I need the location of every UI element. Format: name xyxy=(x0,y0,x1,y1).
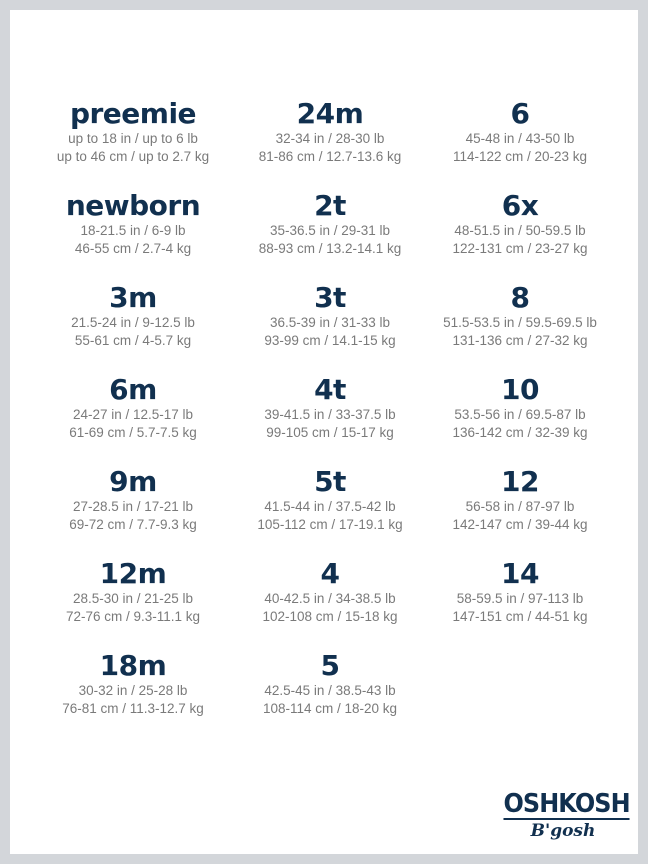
imperial-measurements: 35-36.5 in / 29-31 lb xyxy=(269,223,391,238)
imperial-measurements: 41.5-44 in / 37.5-42 lb xyxy=(264,499,396,514)
size-entry-6x: 6x 48-51.5 in / 50-59.5 lb 122-131 cm / 23… xyxy=(420,190,620,258)
size-entry-newborn: newborn 18-21.5 in / 6-9 lb 46-55 cm / 2.7… xyxy=(33,190,233,258)
metric-measurements: 93-99 cm / 14.1-15 kg xyxy=(264,333,396,348)
imperial-measurements: 24-27 in / 12.5-17 lb xyxy=(72,407,194,422)
imperial-measurements: 45-48 in / 43-50 lb xyxy=(465,131,575,146)
metric-measurements: 102-108 cm / 15-18 kg xyxy=(262,609,398,624)
imperial-measurements: 39-41.5 in / 33-37.5 lb xyxy=(264,407,396,422)
logo-wordmark: OSHKOSH xyxy=(503,789,631,820)
metric-measurements: 122-131 cm / 23-27 kg xyxy=(452,241,588,256)
imperial-measurements: 48-51.5 in / 50-59.5 lb xyxy=(454,223,586,238)
size-entry-12: 12 56-58 in / 87-97 lb 142-147 cm / 39-44 … xyxy=(420,466,620,534)
size-label: 5t xyxy=(314,465,346,498)
metric-measurements: up to 46 cm / up to 2.7 kg xyxy=(56,149,210,164)
imperial-measurements: 28.5-30 in / 21-25 lb xyxy=(72,591,194,606)
imperial-measurements: 53.5-56 in / 69.5-87 lb xyxy=(454,407,586,422)
size-entry-8: 8 51.5-53.5 in / 59.5-69.5 lb 131-136 cm /… xyxy=(420,282,620,350)
size-entry-10: 10 53.5-56 in / 69.5-87 lb 136-142 cm / 32… xyxy=(420,374,620,442)
imperial-measurements: 40-42.5 in / 34-38.5 lb xyxy=(264,591,396,606)
size-label: 6x xyxy=(501,189,539,222)
imperial-measurements: 42.5-45 in / 38.5-43 lb xyxy=(264,683,396,698)
size-label: 4t xyxy=(314,373,346,406)
size-label: 6m xyxy=(109,373,157,406)
metric-measurements: 55-61 cm / 4-5.7 kg xyxy=(74,333,192,348)
metric-measurements: 131-136 cm / 27-32 kg xyxy=(452,333,588,348)
imperial-measurements: 51.5-53.5 in / 59.5-69.5 lb xyxy=(443,315,597,330)
size-chart: OSHKOSH B'gosh preemie up to 18 in / up t… xyxy=(10,10,638,854)
imperial-measurements: 36.5-39 in / 31-33 lb xyxy=(269,315,391,330)
size-entry-12m: 12m 28.5-30 in / 21-25 lb 72-76 cm / 9.3-1… xyxy=(33,558,233,626)
imperial-measurements: 56-58 in / 87-97 lb xyxy=(465,499,575,514)
size-label: preemie xyxy=(69,97,197,130)
imperial-measurements: 32-34 in / 28-30 lb xyxy=(275,131,385,146)
metric-measurements: 61-69 cm / 5.7-7.5 kg xyxy=(69,425,197,440)
size-entry-6: 6 45-48 in / 43-50 lb 114-122 cm / 20-23 k… xyxy=(420,98,620,166)
size-entry-3t: 3t 36.5-39 in / 31-33 lb 93-99 cm / 14.1-1… xyxy=(230,282,430,350)
size-label: 12m xyxy=(99,557,167,590)
size-label: 3m xyxy=(109,281,157,314)
size-entry-5: 5 42.5-45 in / 38.5-43 lb 108-114 cm / 18-… xyxy=(230,650,430,718)
size-entry-4t: 4t 39-41.5 in / 33-37.5 lb 99-105 cm / 15-… xyxy=(230,374,430,442)
size-label: newborn xyxy=(65,189,201,222)
metric-measurements: 114-122 cm / 20-23 kg xyxy=(452,149,588,164)
metric-measurements: 108-114 cm / 18-20 kg xyxy=(262,701,398,716)
size-label: 2t xyxy=(314,189,346,222)
metric-measurements: 69-72 cm / 7.7-9.3 kg xyxy=(69,517,197,532)
size-label: 10 xyxy=(501,373,539,406)
logo-subtitle: B'gosh xyxy=(530,821,596,841)
metric-measurements: 76-81 cm / 11.3-12.7 kg xyxy=(62,701,204,716)
metric-measurements: 72-76 cm / 9.3-11.1 kg xyxy=(65,609,201,624)
imperial-measurements: 18-21.5 in / 6-9 lb xyxy=(80,223,186,238)
size-label: 9m xyxy=(109,465,157,498)
metric-measurements: 147-151 cm / 44-51 kg xyxy=(452,609,588,624)
size-entry-6m: 6m 24-27 in / 12.5-17 lb 61-69 cm / 5.7-7.… xyxy=(33,374,233,442)
oshkosh-logo: OSHKOSH B'gosh xyxy=(498,789,631,842)
size-entry-preemie: preemie up to 18 in / up to 6 lb up to 46 … xyxy=(33,98,233,166)
metric-measurements: 142-147 cm / 39-44 kg xyxy=(452,517,588,532)
imperial-measurements: 21.5-24 in / 9-12.5 lb xyxy=(71,315,195,330)
imperial-measurements: 30-32 in / 25-28 lb xyxy=(78,683,188,698)
size-label: 24m xyxy=(296,97,364,130)
imperial-measurements: up to 18 in / up to 6 lb xyxy=(68,131,198,146)
size-entry-4: 4 40-42.5 in / 34-38.5 lb 102-108 cm / 15-… xyxy=(230,558,430,626)
size-entry-2t: 2t 35-36.5 in / 29-31 lb 88-93 cm / 13.2-1… xyxy=(230,190,430,258)
size-label: 12 xyxy=(501,465,539,498)
metric-measurements: 99-105 cm / 15-17 kg xyxy=(266,425,394,440)
size-entry-18m: 18m 30-32 in / 25-28 lb 76-81 cm / 11.3-12… xyxy=(33,650,233,718)
size-label: 3t xyxy=(314,281,346,314)
size-entry-14: 14 58-59.5 in / 97-113 lb 147-151 cm / 44-… xyxy=(420,558,620,626)
metric-measurements: 88-93 cm / 13.2-14.1 kg xyxy=(258,241,402,256)
size-label: 14 xyxy=(501,557,539,590)
imperial-measurements: 58-59.5 in / 97-113 lb xyxy=(456,591,584,606)
size-label: 4 xyxy=(320,557,340,590)
metric-measurements: 81-86 cm / 12.7-13.6 kg xyxy=(258,149,402,164)
imperial-measurements: 27-28.5 in / 17-21 lb xyxy=(72,499,194,514)
metric-measurements: 46-55 cm / 2.7-4 kg xyxy=(74,241,192,256)
size-label: 18m xyxy=(99,649,167,682)
size-label: 6 xyxy=(510,97,530,130)
size-entry-5t: 5t 41.5-44 in / 37.5-42 lb 105-112 cm / 17… xyxy=(230,466,430,534)
size-entry-24m: 24m 32-34 in / 28-30 lb 81-86 cm / 12.7-13… xyxy=(230,98,430,166)
metric-measurements: 136-142 cm / 32-39 kg xyxy=(452,425,588,440)
size-label: 8 xyxy=(510,281,530,314)
metric-measurements: 105-112 cm / 17-19.1 kg xyxy=(257,517,403,532)
size-label: 5 xyxy=(320,649,340,682)
size-entry-9m: 9m 27-28.5 in / 17-21 lb 69-72 cm / 7.7-9.… xyxy=(33,466,233,534)
size-entry-3m: 3m 21.5-24 in / 9-12.5 lb 55-61 cm / 4-5.7… xyxy=(33,282,233,350)
